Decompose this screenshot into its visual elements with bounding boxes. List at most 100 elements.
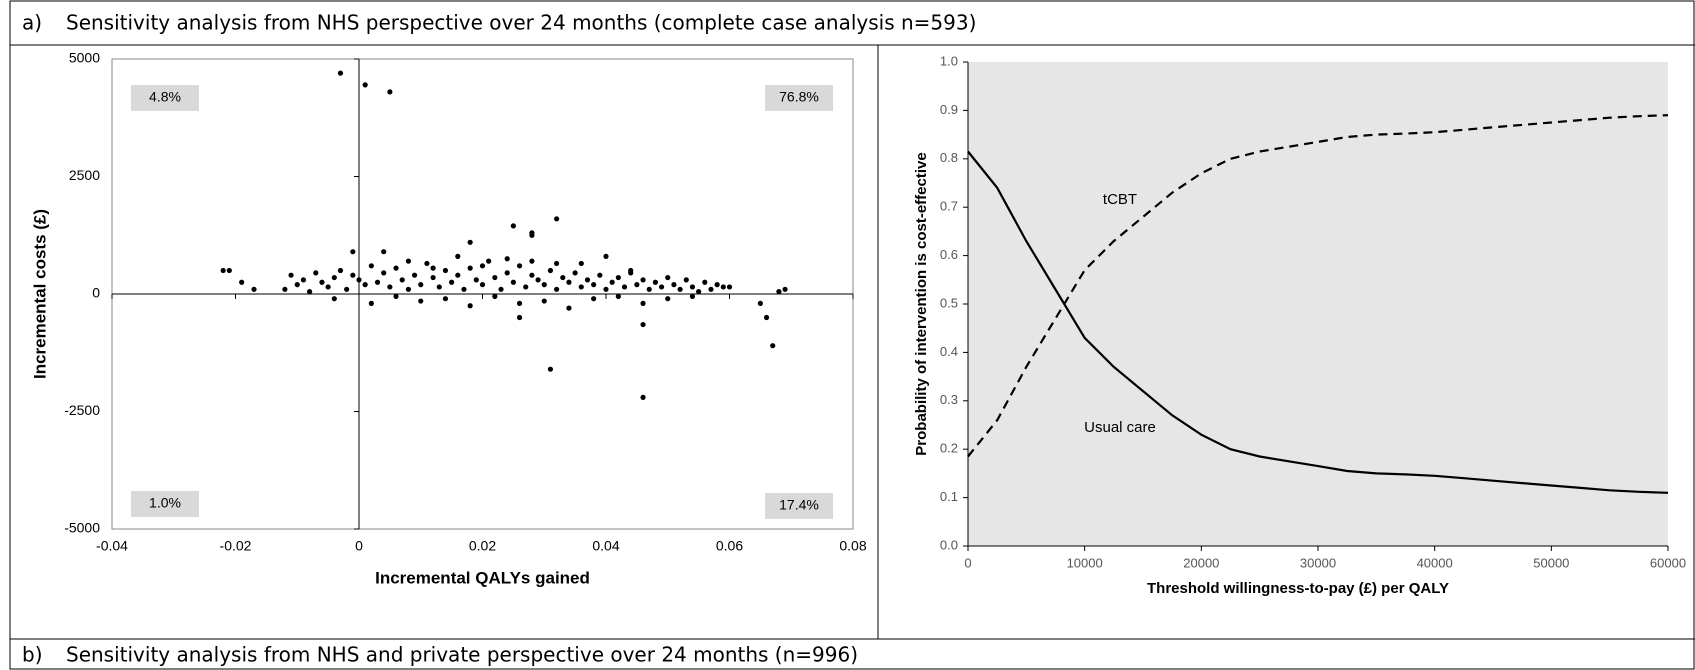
frame	[9, 0, 1695, 670]
y-tick-label: 2500	[69, 167, 100, 183]
point	[307, 289, 313, 295]
point	[418, 282, 424, 288]
point	[529, 272, 535, 278]
point	[708, 286, 714, 292]
point	[591, 296, 597, 302]
point	[578, 284, 584, 290]
point	[350, 249, 356, 255]
point	[726, 284, 733, 290]
x-tick-label: 10000	[1067, 555, 1103, 570]
point	[331, 274, 337, 281]
point	[714, 282, 720, 288]
point	[763, 314, 770, 321]
point	[702, 279, 708, 285]
point	[665, 296, 671, 302]
point	[498, 286, 504, 292]
point	[374, 279, 381, 285]
point	[671, 282, 677, 288]
point	[584, 277, 591, 283]
point	[615, 274, 621, 281]
quadrant-label: 76.8%	[779, 89, 819, 105]
line	[967, 150, 1669, 494]
panel-title: Sensitivity analysis from NHS and privat…	[66, 643, 858, 667]
point	[368, 300, 374, 306]
series-label: Usual care	[1084, 419, 1156, 436]
point	[461, 286, 467, 292]
y-tick-label: 0.1	[940, 489, 958, 504]
point	[350, 272, 356, 278]
point	[591, 282, 597, 288]
line	[967, 114, 1669, 458]
y-tick-label: 0.6	[940, 247, 958, 262]
x-tick-label: 50000	[1533, 555, 1569, 570]
quadrant-label: 1.0%	[149, 495, 181, 511]
point	[529, 232, 535, 238]
x-tick-label: 20000	[1183, 555, 1219, 570]
point	[640, 277, 646, 283]
point	[479, 282, 486, 288]
point	[455, 253, 461, 259]
point	[239, 279, 245, 285]
point	[387, 284, 393, 290]
point	[529, 258, 535, 264]
point	[331, 296, 337, 302]
point	[776, 289, 782, 295]
y-axis-title: Incremental costs (£)	[30, 209, 49, 379]
point	[300, 277, 307, 283]
point	[628, 267, 634, 274]
point	[523, 284, 529, 290]
point	[436, 284, 442, 290]
point	[782, 286, 788, 292]
point	[294, 282, 300, 288]
quadrant-label: 17.4%	[779, 497, 819, 513]
point	[220, 267, 226, 274]
point	[652, 279, 659, 285]
point	[226, 267, 232, 274]
point	[560, 274, 566, 281]
point	[405, 286, 411, 292]
point	[578, 260, 584, 267]
point	[572, 270, 578, 276]
x-tick-label: -0.04	[96, 538, 128, 554]
panel-label: a)	[22, 11, 42, 35]
point	[381, 270, 387, 276]
y-tick-label: 0.7	[940, 199, 958, 214]
point	[356, 277, 362, 283]
point	[393, 293, 399, 299]
point	[547, 366, 554, 372]
point	[405, 258, 411, 264]
point	[516, 314, 523, 321]
point	[770, 343, 776, 349]
point	[689, 284, 696, 290]
point	[442, 267, 449, 274]
x-tick-label: 0.04	[592, 538, 619, 554]
point	[634, 282, 640, 288]
point	[381, 249, 387, 255]
point	[473, 277, 479, 283]
point	[547, 267, 554, 274]
point	[510, 223, 516, 229]
point	[442, 296, 449, 302]
point	[658, 284, 665, 290]
x-tick-label: 40000	[1417, 555, 1453, 570]
point	[486, 258, 492, 264]
quadrant-box	[131, 85, 199, 111]
plot-area	[968, 62, 1668, 546]
x-tick-label: 0.02	[469, 538, 496, 554]
point	[288, 272, 294, 278]
point	[640, 394, 646, 400]
point	[344, 286, 350, 292]
point	[554, 286, 560, 292]
point	[504, 256, 510, 262]
point	[566, 305, 572, 311]
point	[510, 279, 516, 285]
point	[337, 267, 344, 274]
point	[430, 265, 436, 271]
y-tick-label: -2500	[64, 402, 100, 418]
point	[677, 286, 683, 292]
quadrant-box	[131, 491, 199, 517]
y-axis-title: Probability of intervention is cost-effe…	[913, 152, 930, 455]
point	[683, 277, 689, 283]
